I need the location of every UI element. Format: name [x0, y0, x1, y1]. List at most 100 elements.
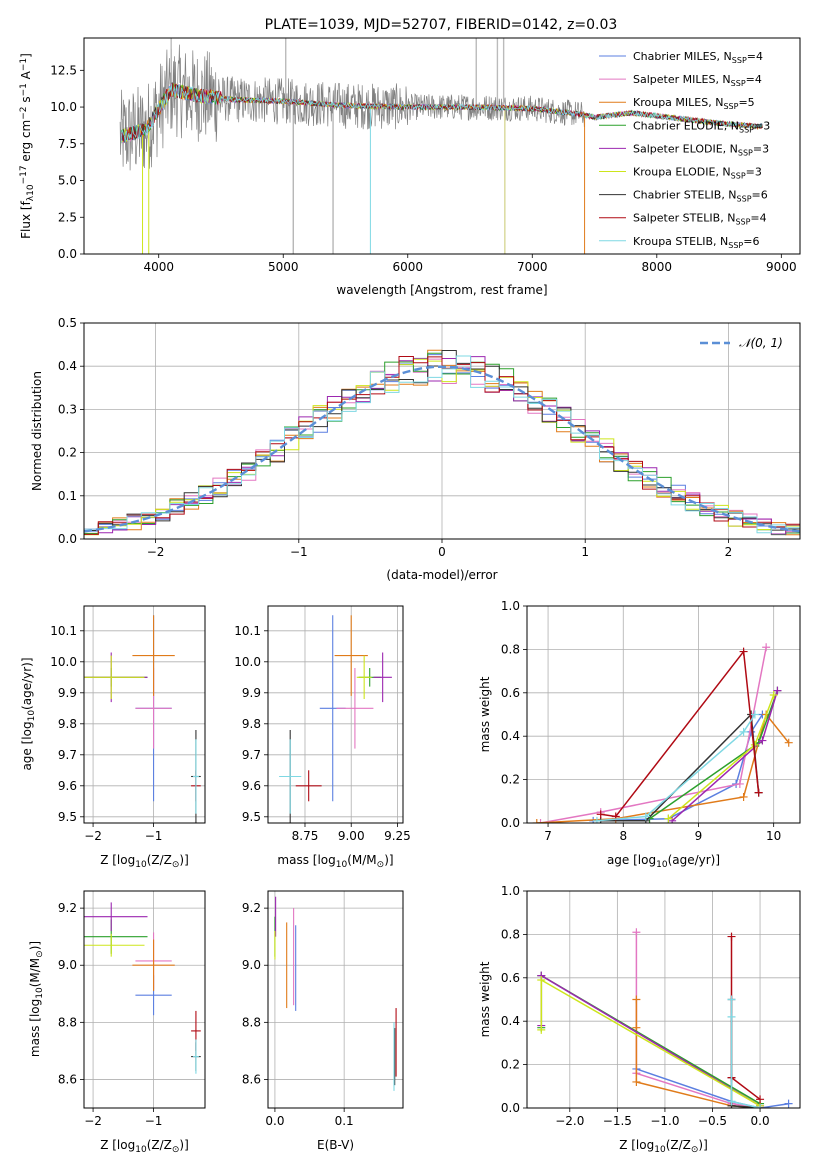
x-tick-label: 8.75 [292, 829, 319, 843]
y-axis-label: Flux [fλ10−17 erg cm−2 s−1 A−1] [19, 53, 36, 239]
y-tick-label: 9.7 [58, 748, 77, 762]
axes-frame [526, 605, 801, 824]
y-axis-label: mass weight [478, 961, 492, 1037]
weight-marker-salpeter_miles [536, 819, 545, 823]
y-tick-label: 5.0 [58, 174, 77, 188]
legend-n-sub: SSP [737, 195, 752, 204]
x-tick-label: 0.1 [335, 1114, 354, 1128]
y-axis-label: Normed distribution [30, 371, 44, 491]
legend-n-sub: SSP [731, 79, 746, 88]
weight-line-salpeter_miles [635, 932, 761, 1108]
y-tick-label: 10.0 [234, 655, 261, 669]
weight-line-kroupa_elodie [540, 978, 761, 1107]
weight-marker-kroupa_miles [632, 1023, 641, 1032]
x-axis-label-part: ⊙ [691, 1145, 699, 1155]
y-tick-label: 1.0 [501, 884, 520, 898]
axes-age_vs_mass: 8.75 9.00 9.25 9.5 9.6 9.7 9.8 9.9 10.0 10.1 [234, 605, 411, 843]
legend-n-eq: = [752, 189, 761, 202]
y-axis-label-part: )] [28, 941, 42, 950]
y-axis-label-part: s [19, 96, 33, 106]
y-axis-label-part: age [log [20, 721, 34, 770]
weight-line-kroupa_stelib [596, 714, 756, 822]
legend-n-sub: SSP [732, 56, 747, 65]
weight-marker-salpeter_stelib [739, 647, 748, 656]
legend-n-eq: = [754, 119, 763, 132]
axes-spectrum: 4000 5000 6000 7000 8000 9000 0.0 2.5 5.0 7.5 10.0… [50, 37, 801, 274]
weight-marker-kroupa_elodie [537, 975, 546, 984]
legend-n-prefix: , N [715, 73, 730, 86]
y-tick-label: 12.5 [50, 63, 77, 77]
y-axis-label-part: (M/M [28, 958, 42, 987]
x-tick-label: −2 [84, 1114, 102, 1128]
y-tick-label: 8.6 [58, 1072, 77, 1086]
plot-area-weight_vs_age [532, 643, 793, 823]
y-axis-label-text: mass [log10(M/M⊙)] [28, 941, 45, 1057]
y-tick-label: 9.6 [242, 779, 261, 793]
y-axis-label-part: Flux [f [19, 200, 33, 238]
axes-frame [267, 890, 404, 1109]
weight-marker-kroupa_stelib [727, 995, 736, 1004]
y-tick-label: 10.0 [50, 100, 77, 114]
x-axis-label: Z [log10(Z/Z⊙)] [619, 1138, 708, 1155]
normal-curve [84, 365, 800, 533]
legend-n-value: 3 [762, 142, 769, 155]
y-axis-label-part: 10 [26, 184, 36, 196]
weight-marker-salpeter_stelib [596, 810, 605, 819]
y-tick-label: 0.2 [501, 773, 520, 787]
axes-frame [83, 890, 206, 1109]
legend-name: Chabrier MILES [633, 50, 717, 63]
axes-mass_vs_Z: −2 −1 8.6 8.8 9.0 9.2 [58, 890, 206, 1128]
legend-label: Chabrier ELODIE, NSSP=3 [633, 119, 770, 134]
y-axis-label-part: ] [19, 53, 33, 58]
legend-n-prefix: , N [723, 142, 738, 155]
x-tick-label: 0.0 [265, 1114, 284, 1128]
weight-marker-kroupa_stelib [641, 812, 650, 821]
y-tick-label: 9.7 [242, 748, 261, 762]
legend-name: Chabrier STELIB [633, 189, 721, 202]
legend-label: Kroupa MILES, NSSP=5 [633, 96, 755, 111]
weight-line-kroupa_miles [635, 999, 761, 1108]
legend-n-value: 3 [763, 119, 770, 132]
axes-frame [267, 605, 404, 824]
weight-marker-salpeter_stelib [754, 788, 763, 797]
x-tick-label: 8 [619, 829, 627, 843]
x-axis-label-part: ⊙ [377, 860, 385, 870]
y-axis-label-text: Flux [fλ10−17 erg cm−2 s−1 A−1] [19, 53, 36, 239]
legend-label: Chabrier STELIB, NSSP=6 [633, 189, 768, 204]
axes-weight_vs_Z: −2.0 −1.5 −1.0 −0.5 0.0 0.0 0.2 0.4 0.6 0.8 1.0 [501, 884, 801, 1128]
legend-n-sub: SSP [728, 241, 743, 250]
y-tick-label: 9.0 [58, 958, 77, 972]
legend-n-eq: = [747, 50, 756, 63]
y-tick-label: 9.2 [58, 901, 77, 915]
x-tick-label: 9.25 [384, 829, 411, 843]
legend-n-sub: SSP [723, 102, 738, 111]
x-axis-label-part: (Z/Z [666, 1138, 691, 1152]
hist-step-kroupa_stelib [84, 355, 800, 534]
plot-area-age_vs_Z [84, 615, 201, 823]
chart-title: PLATE=1039, MJD=52707, FIBERID=0142, z=0… [265, 17, 618, 33]
legend-n-value: 4 [755, 73, 762, 86]
y-axis-label-part: −17 [19, 165, 29, 184]
x-tick-label: −1 [290, 545, 308, 559]
weight-marker-kroupa_miles [532, 819, 541, 823]
legend-n-prefix: , N [717, 50, 732, 63]
legend-name: Salpeter ELODIE [633, 142, 723, 155]
model-line-salpeter_stelib [121, 83, 763, 142]
y-tick-label: 0.2 [58, 446, 77, 460]
x-axis-label: mass [log10(M/M⊙)] [277, 853, 393, 870]
spectrum-data-line [119, 44, 585, 171]
weight-marker-salpeter_miles [632, 928, 641, 937]
plot-area-mass_vs_ebv [274, 896, 397, 1091]
legend-label: Kroupa STELIB, NSSP=6 [633, 235, 759, 250]
x-axis-label-part: (Z/Z [147, 1138, 172, 1152]
x-tick-label: 4000 [143, 260, 174, 274]
weight-marker-kroupa_miles [632, 1077, 641, 1086]
weight-line-salpeter_miles [540, 647, 767, 823]
x-axis-label-part: (Z/Z [147, 853, 172, 867]
weight-marker-kroupa_elodie [769, 690, 778, 699]
x-axis-label-text: Z [log10(Z/Z⊙)] [100, 1138, 189, 1155]
weight-marker-kroupa_elodie [537, 1025, 546, 1034]
axes-frame [83, 322, 801, 540]
y-tick-label: 0.0 [58, 247, 77, 261]
